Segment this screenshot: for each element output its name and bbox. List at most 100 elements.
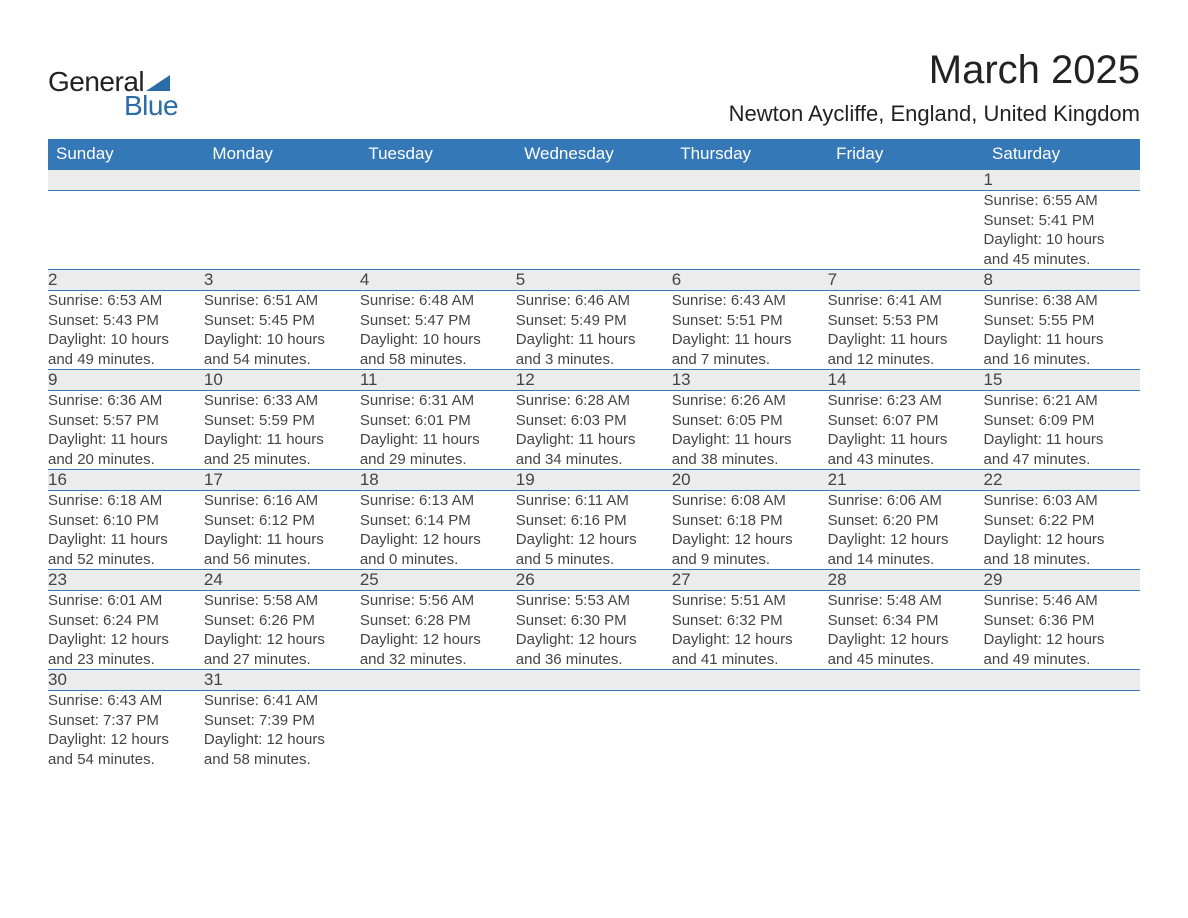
- day-detail-cell: Sunrise: 6:31 AMSunset: 6:01 PMDaylight:…: [360, 391, 516, 470]
- daylight-text-2: and 14 minutes.: [828, 550, 984, 570]
- day-number-cell: 8: [984, 270, 1140, 291]
- sunrise-text: Sunrise: 6:41 AM: [828, 291, 984, 311]
- calendar-week-daynum-row: 2345678: [48, 270, 1140, 291]
- sunset-text: Sunset: 7:37 PM: [48, 711, 204, 731]
- sunrise-text: Sunrise: 6:36 AM: [48, 391, 204, 411]
- calendar-week-daynum-row: 9101112131415: [48, 370, 1140, 391]
- day-header: Thursday: [672, 139, 828, 170]
- sunset-text: Sunset: 6:30 PM: [516, 611, 672, 631]
- daylight-text-2: and 7 minutes.: [672, 350, 828, 370]
- daylight-text-2: and 12 minutes.: [828, 350, 984, 370]
- sunrise-text: Sunrise: 6:11 AM: [516, 491, 672, 511]
- day-detail-cell: Sunrise: 5:51 AMSunset: 6:32 PMDaylight:…: [672, 591, 828, 670]
- day-number-cell: 17: [204, 470, 360, 491]
- day-detail-cell: Sunrise: 6:26 AMSunset: 6:05 PMDaylight:…: [672, 391, 828, 470]
- sunset-text: Sunset: 6:01 PM: [360, 411, 516, 431]
- day-detail-cell: Sunrise: 6:08 AMSunset: 6:18 PMDaylight:…: [672, 491, 828, 570]
- day-detail-cell: Sunrise: 6:01 AMSunset: 6:24 PMDaylight:…: [48, 591, 204, 670]
- daylight-text-1: Daylight: 11 hours: [984, 430, 1140, 450]
- day-number-cell: 26: [516, 570, 672, 591]
- day-number-cell: [360, 670, 516, 691]
- brand-text-2: Blue: [124, 90, 178, 122]
- sunset-text: Sunset: 6:20 PM: [828, 511, 984, 531]
- day-number-cell: 16: [48, 470, 204, 491]
- sunset-text: Sunset: 6:18 PM: [672, 511, 828, 531]
- day-detail-cell: Sunrise: 5:46 AMSunset: 6:36 PMDaylight:…: [984, 591, 1140, 670]
- day-detail-cell: Sunrise: 6:16 AMSunset: 6:12 PMDaylight:…: [204, 491, 360, 570]
- sunrise-text: Sunrise: 5:46 AM: [984, 591, 1140, 611]
- day-header: Sunday: [48, 139, 204, 170]
- sunrise-text: Sunrise: 5:51 AM: [672, 591, 828, 611]
- daylight-text-1: Daylight: 12 hours: [828, 530, 984, 550]
- sunset-text: Sunset: 5:47 PM: [360, 311, 516, 331]
- daylight-text-2: and 20 minutes.: [48, 450, 204, 470]
- daylight-text-2: and 29 minutes.: [360, 450, 516, 470]
- sunset-text: Sunset: 6:14 PM: [360, 511, 516, 531]
- day-header: Saturday: [984, 139, 1140, 170]
- day-number-cell: 10: [204, 370, 360, 391]
- sunrise-text: Sunrise: 6:01 AM: [48, 591, 204, 611]
- sunset-text: Sunset: 5:43 PM: [48, 311, 204, 331]
- daylight-text-2: and 0 minutes.: [360, 550, 516, 570]
- day-number-cell: 23: [48, 570, 204, 591]
- day-detail-cell: [828, 191, 984, 270]
- calendar-week-daynum-row: 16171819202122: [48, 470, 1140, 491]
- title-block: March 2025 Newton Aycliffe, England, Uni…: [729, 48, 1140, 127]
- daylight-text-1: Daylight: 12 hours: [204, 630, 360, 650]
- day-detail-cell: Sunrise: 6:46 AMSunset: 5:49 PMDaylight:…: [516, 291, 672, 370]
- daylight-text-1: Daylight: 10 hours: [984, 230, 1140, 250]
- day-detail-cell: Sunrise: 5:53 AMSunset: 6:30 PMDaylight:…: [516, 591, 672, 670]
- day-detail-cell: [672, 691, 828, 770]
- day-detail-cell: Sunrise: 6:51 AMSunset: 5:45 PMDaylight:…: [204, 291, 360, 370]
- sunset-text: Sunset: 6:07 PM: [828, 411, 984, 431]
- sunset-text: Sunset: 6:05 PM: [672, 411, 828, 431]
- sunrise-text: Sunrise: 5:48 AM: [828, 591, 984, 611]
- sunset-text: Sunset: 5:57 PM: [48, 411, 204, 431]
- daylight-text-2: and 5 minutes.: [516, 550, 672, 570]
- sunrise-text: Sunrise: 6:43 AM: [672, 291, 828, 311]
- daylight-text-1: Daylight: 12 hours: [672, 630, 828, 650]
- day-number-cell: 12: [516, 370, 672, 391]
- daylight-text-1: Daylight: 11 hours: [672, 330, 828, 350]
- daylight-text-2: and 18 minutes.: [984, 550, 1140, 570]
- daylight-text-2: and 52 minutes.: [48, 550, 204, 570]
- sunrise-text: Sunrise: 6:55 AM: [984, 191, 1140, 211]
- day-number-cell: 13: [672, 370, 828, 391]
- calendar-week-daynum-row: 3031: [48, 670, 1140, 691]
- calendar-week-daynum-row: 1: [48, 170, 1140, 191]
- daylight-text-2: and 45 minutes.: [828, 650, 984, 670]
- day-number-cell: 31: [204, 670, 360, 691]
- sunrise-text: Sunrise: 6:06 AM: [828, 491, 984, 511]
- day-number-cell: [516, 170, 672, 191]
- header: General Blue March 2025 Newton Aycliffe,…: [48, 48, 1140, 127]
- daylight-text-1: Daylight: 12 hours: [672, 530, 828, 550]
- day-number-cell: 18: [360, 470, 516, 491]
- daylight-text-1: Daylight: 11 hours: [516, 430, 672, 450]
- sunset-text: Sunset: 6:36 PM: [984, 611, 1140, 631]
- daylight-text-2: and 54 minutes.: [48, 750, 204, 770]
- daylight-text-1: Daylight: 11 hours: [516, 330, 672, 350]
- day-number-cell: [672, 670, 828, 691]
- daylight-text-1: Daylight: 12 hours: [828, 630, 984, 650]
- daylight-text-1: Daylight: 11 hours: [360, 430, 516, 450]
- day-detail-cell: Sunrise: 5:56 AMSunset: 6:28 PMDaylight:…: [360, 591, 516, 670]
- daylight-text-2: and 41 minutes.: [672, 650, 828, 670]
- daylight-text-1: Daylight: 12 hours: [48, 630, 204, 650]
- daylight-text-1: Daylight: 12 hours: [984, 630, 1140, 650]
- day-header: Friday: [828, 139, 984, 170]
- day-detail-cell: [828, 691, 984, 770]
- sunset-text: Sunset: 7:39 PM: [204, 711, 360, 731]
- day-detail-cell: Sunrise: 6:33 AMSunset: 5:59 PMDaylight:…: [204, 391, 360, 470]
- daylight-text-2: and 27 minutes.: [204, 650, 360, 670]
- day-number-cell: 19: [516, 470, 672, 491]
- sunset-text: Sunset: 6:26 PM: [204, 611, 360, 631]
- sunrise-text: Sunrise: 6:26 AM: [672, 391, 828, 411]
- day-header-row: Sunday Monday Tuesday Wednesday Thursday…: [48, 139, 1140, 170]
- sunrise-text: Sunrise: 6:38 AM: [984, 291, 1140, 311]
- day-number-cell: 14: [828, 370, 984, 391]
- day-number-cell: 22: [984, 470, 1140, 491]
- daylight-text-1: Daylight: 10 hours: [204, 330, 360, 350]
- day-detail-cell: Sunrise: 6:36 AMSunset: 5:57 PMDaylight:…: [48, 391, 204, 470]
- day-detail-cell: [48, 191, 204, 270]
- sunrise-text: Sunrise: 6:28 AM: [516, 391, 672, 411]
